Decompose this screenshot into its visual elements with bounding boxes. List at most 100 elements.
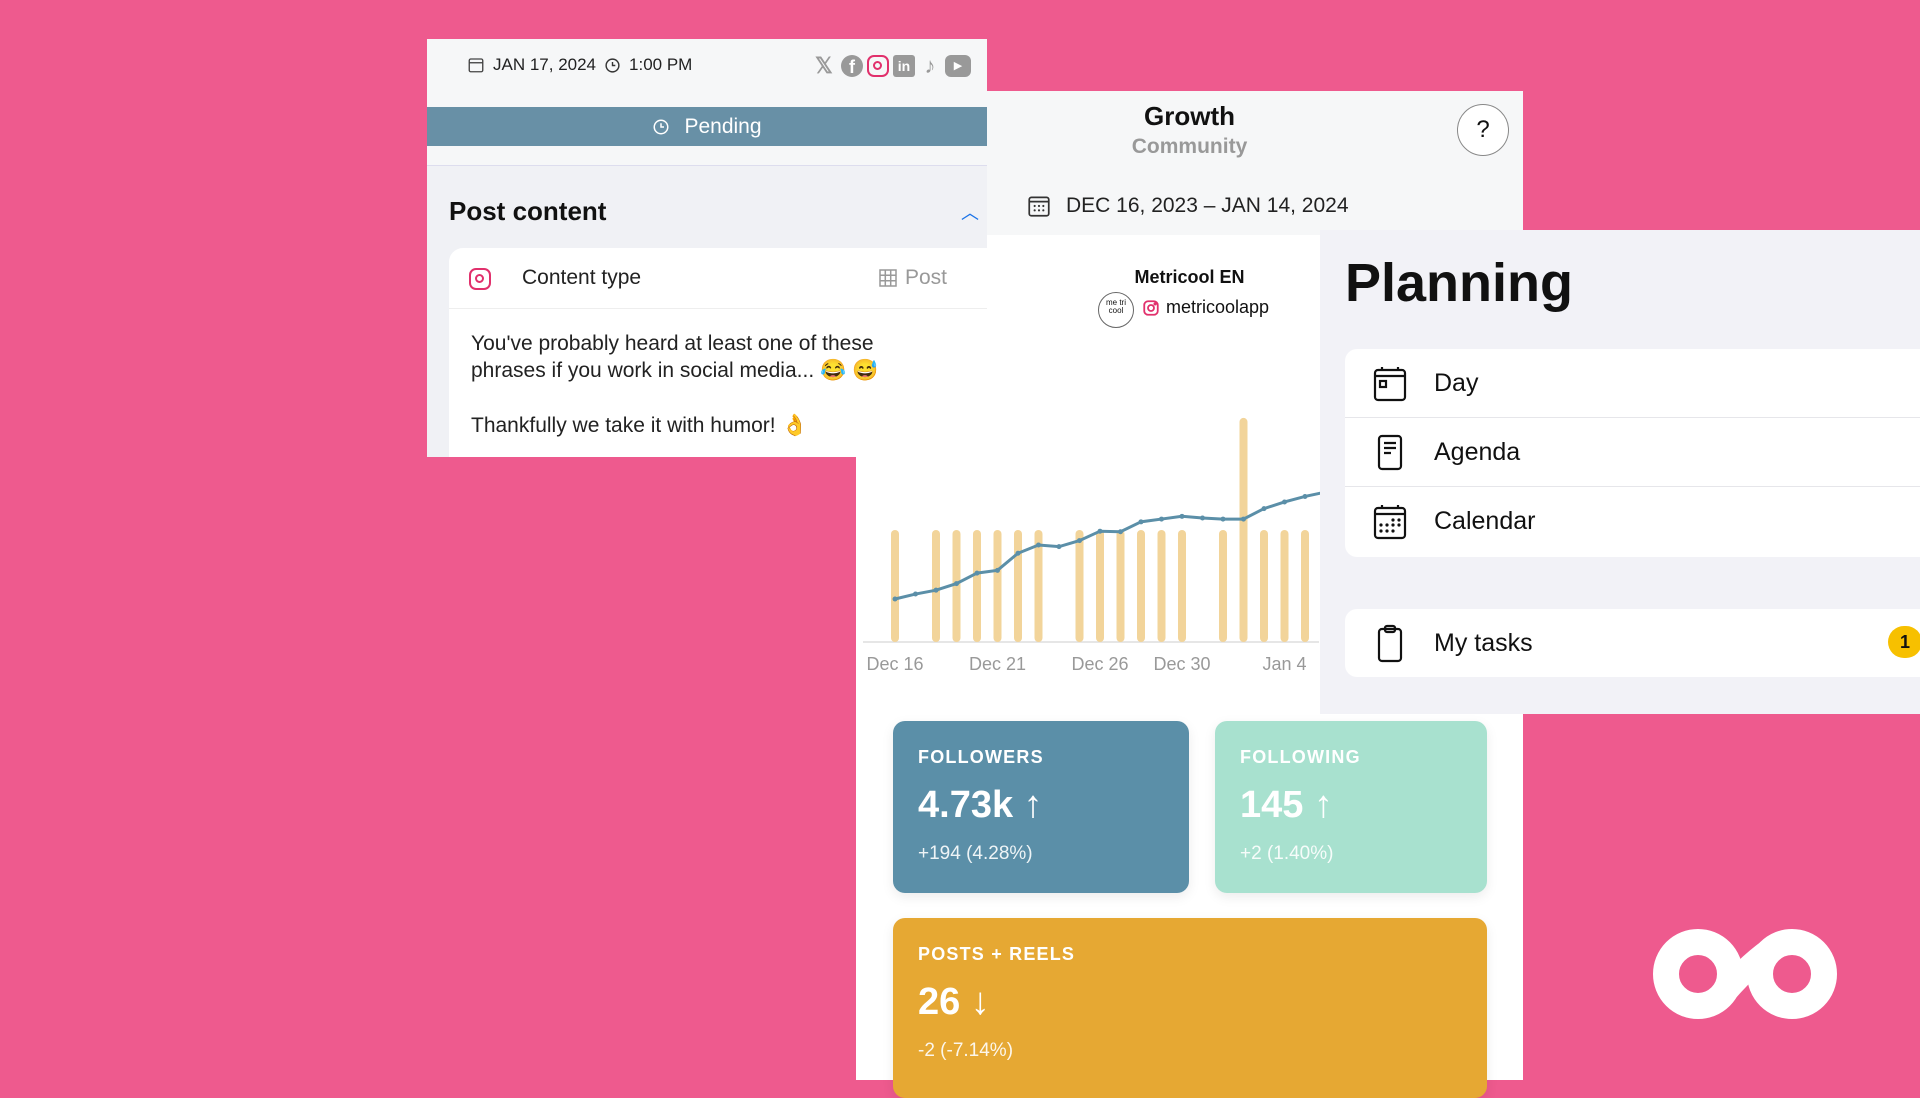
content-type-label: Content type xyxy=(522,266,642,289)
posts-reels-card[interactable]: POSTS + REELS 26 ↓ -2 (-7.14%) xyxy=(893,918,1487,1098)
planning-list: Day Agenda Calendar xyxy=(1345,349,1920,557)
line-point xyxy=(1159,517,1164,522)
line-point xyxy=(954,581,959,586)
stat-change: +2 (1.40%) xyxy=(1240,843,1334,864)
facebook-icon[interactable]: f xyxy=(841,55,863,77)
chart-bar xyxy=(973,530,981,642)
stat-value-wrap: 145 ↑ xyxy=(1240,784,1333,827)
stat-value: 4.73k xyxy=(918,784,1014,826)
x-icon[interactable]: 𝕏 xyxy=(815,53,833,78)
chart-bar xyxy=(932,530,940,642)
line-point xyxy=(1016,551,1021,556)
page-subtitle: Community xyxy=(1131,135,1248,158)
line-point xyxy=(1221,517,1226,522)
planning-item-label: Calendar xyxy=(1434,507,1536,535)
x-tick-label: Jan 4 xyxy=(1262,654,1306,674)
chart-bar xyxy=(994,530,1002,642)
line-point xyxy=(975,571,980,576)
content-type-row[interactable]: Content type Post xyxy=(449,248,987,309)
followers-line xyxy=(895,492,1326,599)
line-point xyxy=(1241,517,1246,522)
stat-label: POSTS + REELS xyxy=(918,944,1076,964)
post-date: JAN 17, 2024 xyxy=(493,55,597,74)
line-point xyxy=(1282,499,1287,504)
chart-bar xyxy=(1219,530,1227,642)
followers-card[interactable]: FOLLOWERS 4.73k ↑ +194 (4.28%) xyxy=(893,721,1189,893)
my-tasks-item[interactable]: My tasks 1 xyxy=(1345,609,1920,677)
x-tick-label: Dec 21 xyxy=(969,654,1026,674)
arrow-up-icon: ↑ xyxy=(1023,784,1043,826)
calendar-icon xyxy=(1373,505,1407,540)
status-text: Pending xyxy=(684,114,762,138)
line-point xyxy=(1200,515,1205,520)
chart-bar xyxy=(1137,530,1145,642)
metricool-logo xyxy=(1653,929,1837,1019)
line-point xyxy=(1036,542,1041,547)
planning-item-day[interactable]: Day xyxy=(1345,349,1920,418)
chart-bar xyxy=(1281,530,1289,642)
planning-title: Planning xyxy=(1345,253,1573,313)
stat-value: 26 xyxy=(918,981,961,1023)
stat-label: FOLLOWERS xyxy=(918,747,1044,767)
post-panel: JAN 17, 2024 1:00 PM 𝕏 f in ♪ ▶ Pending … xyxy=(427,39,987,457)
post-time: 1:00 PM xyxy=(629,55,693,74)
clock-icon xyxy=(605,57,620,73)
avatar: me tri cool xyxy=(1098,292,1134,328)
account-handle: metricoolapp xyxy=(1166,297,1270,317)
tiktok-icon[interactable]: ♪ xyxy=(924,53,936,78)
help-button[interactable]: ? xyxy=(1457,104,1509,156)
planning-panel: Planning Day Agenda Calendar My tasks 1 xyxy=(1320,230,1920,714)
chart-bar xyxy=(1260,530,1268,642)
schedule[interactable]: JAN 17, 2024 1:00 PM xyxy=(467,55,692,75)
line-point xyxy=(1139,519,1144,524)
stat-value-wrap: 26 ↓ xyxy=(918,981,990,1024)
planning-item-calendar[interactable]: Calendar xyxy=(1345,487,1920,556)
my-tasks-label: My tasks xyxy=(1434,629,1533,657)
agenda-icon xyxy=(1377,434,1403,471)
planning-item-label: Day xyxy=(1434,369,1479,397)
planning-item-agenda[interactable]: Agenda xyxy=(1345,418,1920,487)
chart-bar xyxy=(1158,530,1166,642)
linkedin-icon[interactable]: in xyxy=(893,55,915,77)
account-name: Metricool EN xyxy=(1134,267,1245,287)
calendar-icon xyxy=(468,58,484,73)
content-type-value: Post xyxy=(905,266,948,289)
tasks-count-badge: 1 xyxy=(1888,626,1920,658)
line-point xyxy=(1098,529,1103,534)
grid-icon xyxy=(879,269,897,287)
following-card[interactable]: FOLLOWING 145 ↑ +2 (1.40%) xyxy=(1215,721,1487,893)
post-text-line: You've probably heard at least one of th… xyxy=(471,332,874,355)
network-selector: 𝕏 f in ♪ ▶ xyxy=(815,55,971,77)
line-point xyxy=(934,588,939,593)
instagram-icon[interactable] xyxy=(867,55,889,77)
x-tick-label: Dec 26 xyxy=(1071,654,1128,674)
clipboard-icon xyxy=(1377,624,1403,663)
youtube-icon[interactable]: ▶ xyxy=(945,55,971,77)
instagram-icon xyxy=(1143,299,1159,316)
instagram-icon xyxy=(469,268,491,290)
line-point xyxy=(893,597,898,602)
post-text-line: phrases if you work in social media... 😂… xyxy=(471,359,879,382)
stat-change: -2 (-7.14%) xyxy=(918,1040,1014,1061)
arrow-down-icon: ↓ xyxy=(970,981,990,1023)
arrow-up-icon: ↑ xyxy=(1313,784,1333,826)
chart-bar xyxy=(1076,530,1084,642)
content-type-value-wrap: Post xyxy=(879,266,947,290)
line-point xyxy=(1180,514,1185,519)
line-point xyxy=(1057,544,1062,549)
line-point xyxy=(995,568,1000,573)
post-header: JAN 17, 2024 1:00 PM 𝕏 f in ♪ ▶ xyxy=(427,39,987,107)
date-range-picker[interactable]: DEC 16, 2023 – JAN 14, 2024 xyxy=(1026,185,1496,227)
status-banner: Pending xyxy=(427,107,987,146)
line-point xyxy=(1118,529,1123,534)
stat-value: 145 xyxy=(1240,784,1304,826)
growth-chart: Dec 16 Dec 21 Dec 26 Dec 30 Jan 4 xyxy=(856,0,1326,700)
clock-icon xyxy=(653,119,669,134)
stat-value-wrap: 4.73k ↑ xyxy=(918,784,1043,827)
planning-item-label: Agenda xyxy=(1434,438,1521,466)
chevron-up-icon[interactable]: ︿ xyxy=(961,203,979,223)
post-text-line: Thankfully we take it with humor! 👌 xyxy=(471,414,808,437)
x-tick-label: Dec 30 xyxy=(1153,654,1210,674)
line-point xyxy=(1077,538,1082,543)
chart-bar xyxy=(1035,530,1043,642)
